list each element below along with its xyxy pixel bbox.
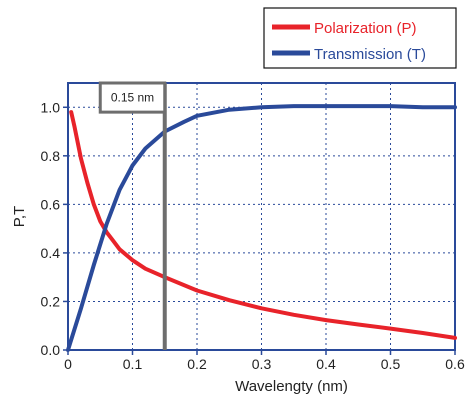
x-tick-label: 0.5: [381, 356, 401, 372]
legend: Polarization (P) Transmission (T): [263, 7, 457, 69]
x-tick-label: 0.2: [187, 356, 207, 372]
x-tick-label: 0.6: [445, 356, 465, 372]
y-tick-label: 0.0: [41, 342, 61, 358]
x-tick-label: 0.4: [316, 356, 336, 372]
y-tick-label: 0.2: [41, 293, 61, 309]
wavelength-marker-box: [98, 81, 167, 114]
axis-titles: Wavelengty (nm) P,T: [11, 206, 348, 395]
x-axis-title: Wavelengty (nm): [235, 378, 348, 395]
y-tick-label: 0.6: [41, 196, 61, 212]
y-tick-label: 0.8: [41, 148, 61, 164]
ticks: 0 0.1 0.2 0.3 0.4 0.5 0.6 0.0 0.2 0.4 0.6 0.8 1.0: [41, 99, 465, 372]
legend-label: Transmission (T): [314, 46, 426, 63]
y-axis-title: P,T: [11, 206, 28, 227]
y-tick-label: 0.4: [41, 245, 61, 261]
y-tick-label: 1.0: [41, 99, 61, 115]
transmission-line: [66, 104, 457, 352]
x-tick-label: 0.3: [252, 356, 272, 372]
legend-label: Polarization (P): [314, 20, 417, 37]
legend-box: [263, 7, 457, 69]
annotation: 0.15 nm: [98, 81, 167, 350]
series-lines: [66, 104, 457, 352]
wavelength-marker-label: 0.15 nm: [111, 91, 154, 105]
x-tick-label: 0: [64, 356, 72, 372]
x-tick-label: 0.1: [123, 356, 143, 372]
polarization-line: [69, 110, 457, 340]
